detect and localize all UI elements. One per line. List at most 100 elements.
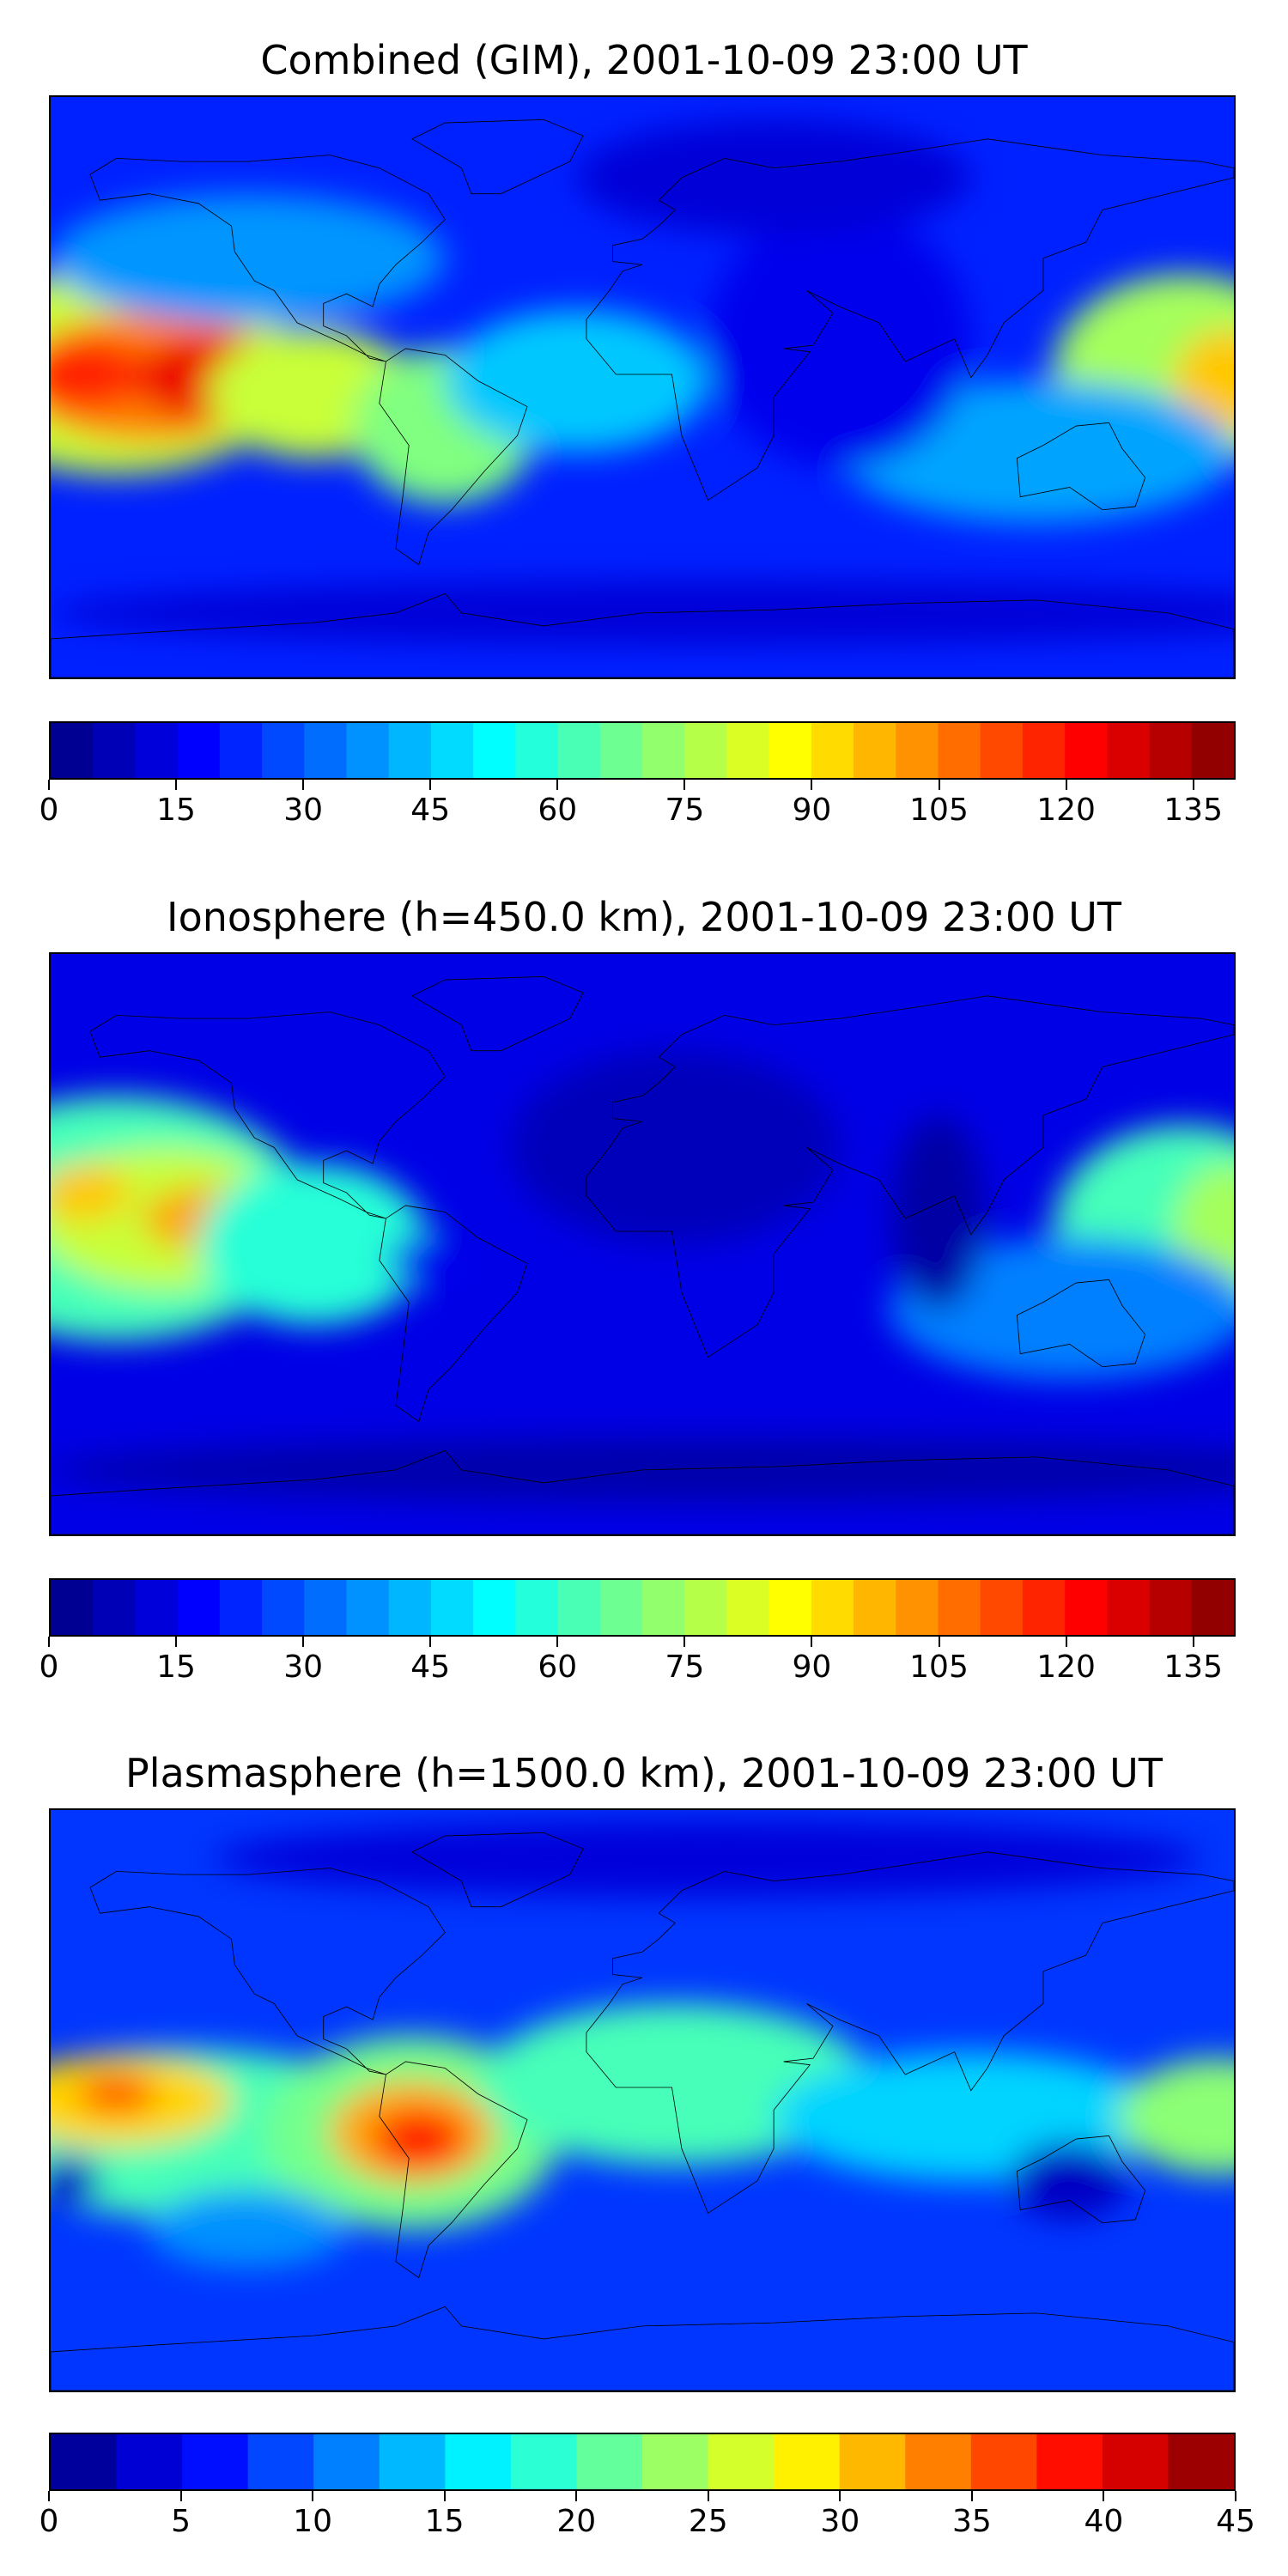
colorbar-swatch (905, 2434, 972, 2489)
colorbar-swatch (642, 723, 685, 778)
colorbar-tick-label: 25 (688, 2504, 728, 2539)
colorbar-tick-label: 75 (665, 793, 705, 828)
colorbar-tick-label: 45 (410, 1649, 451, 1685)
colorbar-tick (707, 2491, 709, 2501)
colorbar-tick-label: 120 (1036, 1649, 1096, 1685)
colorbar-plasmasphere (49, 2433, 1236, 2491)
coastline-africa-eurasia (586, 996, 1234, 1358)
colorbar-swatch (135, 723, 179, 778)
coastline-africa-eurasia (586, 139, 1234, 501)
colorbar-swatch (1022, 1580, 1066, 1635)
colorbar-tick (683, 780, 686, 790)
field-contour (149, 2190, 347, 2269)
colorbar-swatch (262, 723, 305, 778)
field-contour (891, 1115, 985, 1309)
colorbar-swatch (430, 723, 474, 778)
field-contour (708, 210, 971, 468)
colorbar-swatch (219, 723, 263, 778)
colorbar-swatch (346, 1580, 390, 1635)
colorbar-swatch (313, 2434, 380, 2489)
colorbar-tick-label: 105 (909, 793, 969, 828)
colorbar-tick (811, 1637, 813, 1647)
colorbar-tick-label: 105 (909, 1649, 969, 1685)
colorbar-tick-label: 60 (538, 793, 578, 828)
coastline-australia (1017, 422, 1145, 509)
colorbar-swatch (557, 1580, 601, 1635)
colorbar-tick (48, 1637, 50, 1647)
colorbar-tick-label: 90 (792, 793, 832, 828)
colorbar-tick-label: 20 (556, 2504, 597, 2539)
colorbar-tick (556, 1637, 559, 1647)
coastline-north-america (90, 1868, 445, 2075)
coastline-antarctica (51, 2306, 1234, 2391)
colorbar-tick-label: 0 (39, 2504, 59, 2539)
colorbar-tick-label: 15 (424, 2504, 465, 2539)
colorbar-tick (312, 2491, 314, 2501)
colorbar-swatch (1102, 2434, 1170, 2489)
colorbar-swatch (774, 2434, 841, 2489)
colorbar-swatch (970, 2434, 1038, 2489)
colorbar-swatch (642, 1580, 685, 1635)
colorbar-swatch (980, 723, 1024, 778)
colorbar-tick (175, 1637, 178, 1647)
colorbar-swatch (247, 2434, 314, 2489)
colorbar-swatch (938, 1580, 981, 1635)
colorbar-tick-label: 90 (792, 1649, 832, 1685)
colorbar-swatch (515, 723, 559, 778)
colorbar-swatch (854, 723, 896, 778)
colorbar-tick-label: 60 (538, 1649, 578, 1685)
colorbar-swatch (379, 2434, 447, 2489)
field-contour (51, 1163, 130, 1222)
colorbar-swatch (388, 1580, 432, 1635)
coastline-antarctica (51, 593, 1234, 677)
colorbar-tick-label: 135 (1163, 1649, 1223, 1685)
colorbar-tick (1192, 1637, 1194, 1647)
colorbar-swatch (430, 1580, 474, 1635)
colorbar-tick (179, 2491, 182, 2501)
colorbar-swatch (980, 1580, 1024, 1635)
coastline-greenland (412, 119, 583, 193)
colorbar-swatch (182, 2434, 249, 2489)
coastline-australia (1017, 1279, 1145, 1366)
colorbar-tick-label: 15 (156, 1649, 196, 1685)
colorbar-swatch (557, 723, 601, 778)
colorbar-tick-label: 135 (1163, 793, 1223, 828)
colorbar-swatch (1036, 2434, 1103, 2489)
colorbar-tick (302, 1637, 305, 1647)
colorbar-tick-label: 45 (410, 793, 451, 828)
colorbar-swatch (684, 723, 728, 778)
colorbar-swatch (1191, 723, 1234, 778)
colorbar-swatch (839, 2434, 906, 2489)
colorbar-tick (1192, 780, 1194, 790)
colorbar-swatch (1107, 723, 1151, 778)
colorbar-swatch (304, 1580, 348, 1635)
colorbar-swatch (177, 1580, 221, 1635)
colorbar-combined (49, 721, 1236, 780)
colorbar-tick (839, 2491, 841, 2501)
colorbar-swatch (515, 1580, 559, 1635)
colorbar-swatch (811, 723, 854, 778)
colorbar-swatch (262, 1580, 305, 1635)
colorbar-tick (429, 780, 432, 790)
colorbar-tick (556, 780, 559, 790)
colorbar-swatch (473, 723, 517, 778)
colorbar-swatch (93, 1580, 137, 1635)
colorbar-swatch (1065, 1580, 1109, 1635)
coastline-greenland (412, 1832, 583, 1906)
field-contour (1175, 329, 1234, 433)
colorbar-swatch (1149, 723, 1193, 778)
colorbar-swatch (445, 2434, 512, 2489)
colorbar-swatch (1107, 1580, 1151, 1635)
colorbar-tick-label: 5 (171, 2504, 191, 2539)
field-contour (198, 1163, 429, 1325)
colorbar-swatch (769, 1580, 812, 1635)
colorbar-swatch (388, 723, 432, 778)
colorbar-swatch (177, 723, 221, 778)
colorbar-swatch (51, 723, 94, 778)
colorbar-tick-label: 35 (951, 2504, 992, 2539)
colorbar-tick-label: 0 (39, 1649, 59, 1685)
colorbar-tick-label: 120 (1036, 793, 1096, 828)
colorbar-swatch (854, 1580, 896, 1635)
field-contour (389, 1234, 469, 1286)
colorbar-swatch (811, 1580, 854, 1635)
